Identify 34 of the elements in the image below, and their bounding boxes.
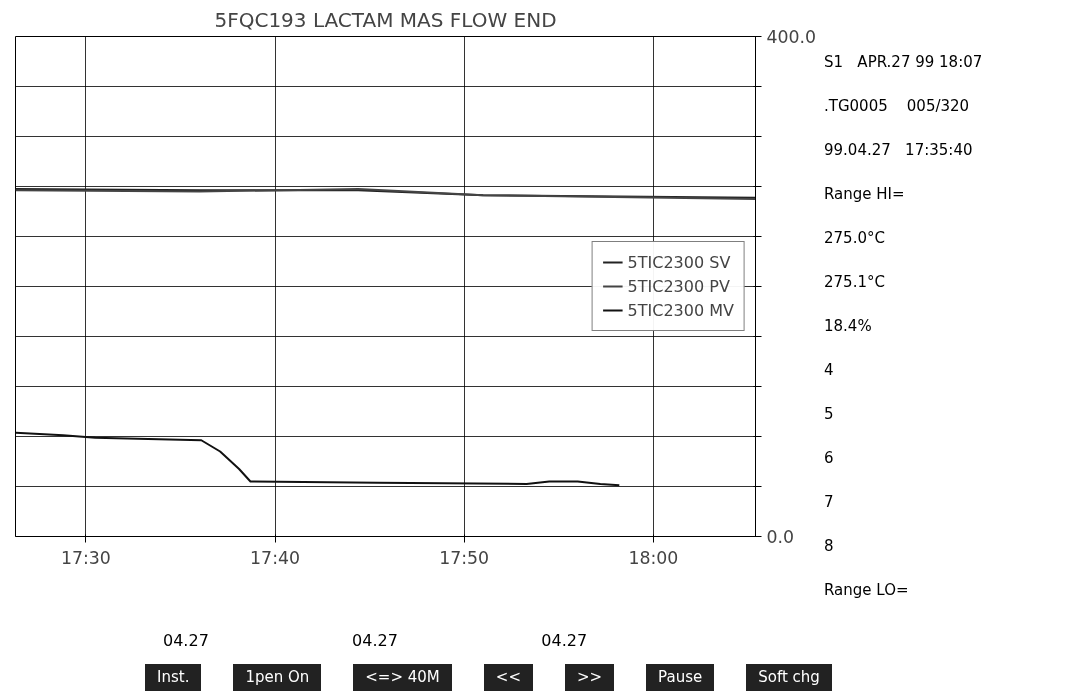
- legend-label: 5TIC2300 SV: [627, 252, 731, 272]
- text: 99.04.27 17:35:40: [824, 140, 974, 161]
- x-tick-label: 17:30: [60, 547, 111, 568]
- text: 275.1°C: [824, 272, 886, 293]
- text: 275.0°C: [824, 228, 886, 249]
- x-tick-label: 18:00: [628, 547, 679, 568]
- legend-label: 5TIC2300 PV: [627, 276, 730, 296]
- text: >>: [564, 664, 615, 692]
- text: Soft chg: [746, 664, 832, 692]
- y-tick-label: 400.0: [766, 27, 817, 47]
- x-tick-label: 17:50: [439, 547, 490, 568]
- y-tick-label: 0.0: [766, 527, 795, 547]
- text: 1pen On: [233, 664, 322, 692]
- text: 7: [824, 492, 835, 513]
- text: S1 APR.27 99 18:07: [824, 52, 983, 73]
- text: Range LO=: [824, 580, 910, 601]
- text: 4: [824, 360, 835, 381]
- text: 6: [824, 448, 835, 469]
- text: Pause: [646, 664, 715, 692]
- text: Range HI=: [824, 184, 906, 205]
- text: Inst.: [145, 664, 202, 692]
- text: <=> 40M: [353, 664, 452, 692]
- text: 8: [824, 536, 835, 557]
- chart-title: 5FQC193 LACTAM MAS FLOW END: [214, 7, 557, 32]
- line-series: [15, 431, 621, 487]
- legend-label: 5TIC2300 MV: [627, 300, 734, 320]
- text: 5: [824, 404, 835, 425]
- text: .TG0005 005/320: [824, 96, 971, 117]
- x-tick-label: 17:40: [250, 547, 301, 568]
- text: 04.27: [163, 630, 209, 652]
- text: 04.27: [352, 630, 398, 652]
- text: <<: [483, 664, 533, 692]
- text: 04.27: [541, 630, 588, 652]
- text: 18.4%: [824, 316, 873, 337]
